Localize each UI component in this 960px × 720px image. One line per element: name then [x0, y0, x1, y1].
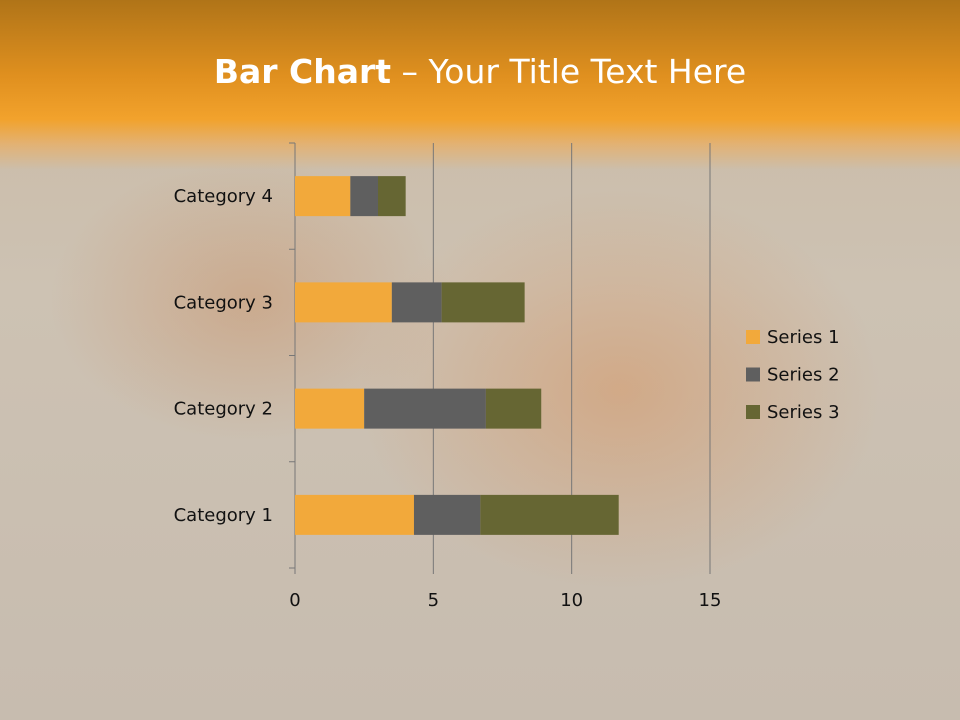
- bar-series-2: [350, 176, 378, 217]
- legend-label: Series 1: [767, 327, 840, 348]
- legend-swatch: [746, 367, 760, 382]
- legend-swatch: [746, 330, 760, 344]
- category-label: Category 3: [174, 292, 273, 313]
- bar-series-1: [295, 282, 392, 323]
- legend-label: Series 3: [767, 402, 840, 423]
- slide-title: Bar Chart – Your Title Text Here: [0, 52, 960, 91]
- bar-series-2: [391, 282, 442, 323]
- legend-label: Series 2: [767, 365, 840, 386]
- bar-series-3: [378, 176, 406, 217]
- x-tick-label: 15: [699, 590, 722, 611]
- bar-series-2: [413, 494, 481, 535]
- bar-series-3: [441, 282, 525, 323]
- bar-series-3: [485, 388, 542, 429]
- title-band: [0, 0, 960, 170]
- bar-series-2: [364, 388, 486, 429]
- bar-series-1: [295, 176, 351, 217]
- x-tick-label: 0: [289, 590, 300, 611]
- category-label: Category 2: [174, 399, 273, 420]
- title-bold: Bar Chart: [213, 52, 392, 91]
- bar-series-1: [295, 388, 365, 429]
- category-label: Category 4: [174, 186, 273, 207]
- category-label: Category 1: [174, 505, 273, 526]
- x-tick-label: 10: [560, 590, 583, 611]
- bar-series-1: [295, 494, 414, 535]
- x-tick-label: 5: [428, 590, 439, 611]
- legend-swatch: [746, 405, 760, 419]
- title-rest: – Your Title Text Here: [391, 52, 747, 91]
- bar-series-3: [480, 494, 619, 535]
